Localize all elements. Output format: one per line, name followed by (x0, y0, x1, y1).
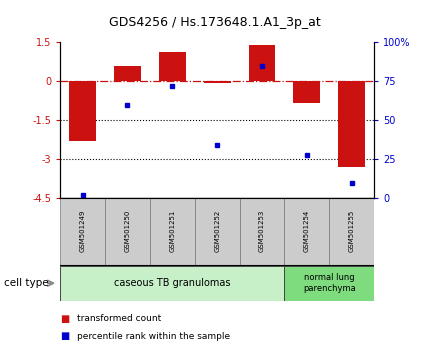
Bar (329, 198, 374, 266)
Bar (338, 81, 365, 167)
Text: normal lung
parenchyma: normal lung parenchyma (303, 274, 356, 293)
Text: GSM501249: GSM501249 (80, 209, 86, 252)
Text: ■: ■ (60, 314, 70, 324)
Text: caseous TB granulomas: caseous TB granulomas (114, 278, 230, 288)
Text: GSM501251: GSM501251 (169, 209, 175, 252)
Bar (114, 66, 141, 81)
Bar (159, 52, 186, 81)
Text: percentile rank within the sample: percentile rank within the sample (77, 332, 230, 341)
Text: ■: ■ (60, 331, 70, 341)
Text: GSM501250: GSM501250 (124, 209, 130, 252)
Bar (195, 198, 240, 266)
Bar (69, 81, 96, 141)
Text: GSM501255: GSM501255 (349, 210, 355, 252)
Bar (284, 198, 329, 266)
Bar (105, 198, 150, 266)
Bar (249, 45, 276, 81)
Text: GSM501252: GSM501252 (214, 210, 220, 252)
Bar (150, 198, 195, 266)
Bar (240, 198, 284, 266)
Bar (60, 198, 105, 266)
Bar (293, 81, 320, 103)
Text: GSM501254: GSM501254 (304, 210, 310, 252)
Text: GSM501253: GSM501253 (259, 209, 265, 252)
Text: transformed count: transformed count (77, 314, 162, 323)
Text: GDS4256 / Hs.173648.1.A1_3p_at: GDS4256 / Hs.173648.1.A1_3p_at (109, 16, 321, 29)
Bar (284, 266, 374, 301)
Bar (60, 266, 284, 301)
Text: cell type: cell type (4, 278, 49, 288)
Bar (204, 81, 230, 83)
